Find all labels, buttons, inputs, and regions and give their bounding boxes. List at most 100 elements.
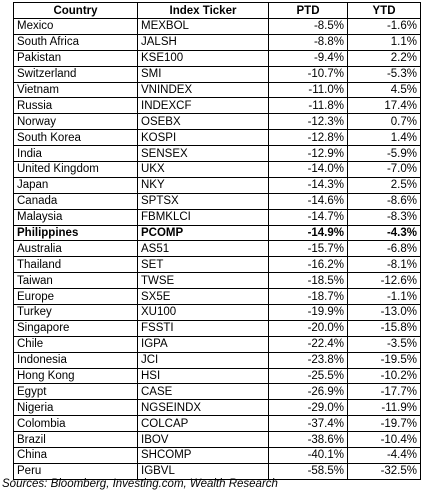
table-row: Malaysia FBMKLCI -14.7% -8.3% — [13, 208, 421, 226]
table-row: Switzerland SMI -10.7% -5.3% — [13, 65, 421, 83]
index-performance-table: Country Index Ticker PTD YTD Mexico MEXBO… — [13, 2, 421, 480]
cell-ptd: -12.9% — [268, 145, 348, 163]
cell-ticker: SHCOMP — [137, 447, 269, 464]
cell-country: Hong Kong — [13, 367, 138, 385]
cell-ytd: -5.9% — [347, 145, 421, 163]
table-row: Chile IGPA -22.4% -3.5% — [13, 335, 421, 353]
cell-ticker: NKY — [137, 176, 269, 194]
cell-ptd: -18.7% — [268, 288, 348, 306]
cell-ytd: 1.4% — [347, 129, 421, 147]
cell-ticker: SX5E — [137, 288, 269, 306]
table-row: China SHCOMP -40.1% -4.4% — [13, 447, 421, 464]
header-ticker: Index Ticker — [137, 2, 269, 19]
cell-country: Egypt — [13, 383, 138, 401]
table-row: Thailand SET -16.2% -8.1% — [13, 256, 421, 274]
cell-ticker: JALSH — [137, 33, 269, 51]
cell-country: India — [13, 145, 138, 163]
cell-ticker: INDEXCF — [137, 97, 269, 115]
cell-ptd: -11.0% — [268, 81, 348, 99]
cell-country: United Kingdom — [13, 161, 138, 178]
cell-ytd: -4.4% — [347, 447, 421, 464]
cell-ytd: -7.0% — [347, 161, 421, 178]
cell-ytd: -19.7% — [347, 415, 421, 433]
cell-ytd: -1.6% — [347, 18, 421, 35]
cell-ptd: -29.0% — [268, 399, 348, 417]
header-ptd: PTD — [268, 2, 348, 19]
cell-country: Singapore — [13, 319, 138, 337]
cell-ticker: IBOV — [137, 431, 269, 449]
cell-country: Vietnam — [13, 81, 138, 99]
cell-country: Mexico — [13, 18, 138, 35]
cell-ptd: -19.9% — [268, 304, 348, 321]
cell-ptd: -14.9% — [268, 224, 348, 242]
cell-country: Philippines — [13, 224, 138, 242]
cell-ticker: KOSPI — [137, 129, 269, 147]
cell-country: South Korea — [13, 129, 138, 147]
cell-country: Peru — [13, 462, 138, 480]
cell-country: Canada — [13, 192, 138, 210]
table-row: Turkey XU100 -19.9% -13.0% — [13, 304, 421, 321]
cell-ticker: OSEBX — [137, 113, 269, 131]
cell-ytd: -8.6% — [347, 192, 421, 210]
cell-ytd: -3.5% — [347, 335, 421, 353]
cell-ticker: TWSE — [137, 272, 269, 290]
table-row: Russia INDEXCF -11.8% 17.4% — [13, 97, 421, 115]
cell-ptd: -38.6% — [268, 431, 348, 449]
cell-country: Switzerland — [13, 65, 138, 83]
cell-ticker: KSE100 — [137, 49, 269, 67]
cell-ytd: 1.1% — [347, 33, 421, 51]
cell-ticker: COLCAP — [137, 415, 269, 433]
cell-country: Japan — [13, 176, 138, 194]
cell-country: Thailand — [13, 256, 138, 274]
cell-ptd: -8.8% — [268, 33, 348, 51]
cell-ptd: -9.4% — [268, 49, 348, 67]
cell-ytd: 2.5% — [347, 176, 421, 194]
cell-ptd: -20.0% — [268, 319, 348, 337]
cell-ticker: CASE — [137, 383, 269, 401]
cell-ytd: -5.3% — [347, 65, 421, 83]
cell-ticker: IGBVL — [137, 462, 269, 480]
cell-ytd: -17.7% — [347, 383, 421, 401]
table-row: Philippines PCOMP -14.9% -4.3% — [13, 224, 421, 242]
table-row: Europe SX5E -18.7% -1.1% — [13, 288, 421, 306]
table-row: Taiwan TWSE -18.5% -12.6% — [13, 272, 421, 290]
table-row: Singapore FSSTI -20.0% -15.8% — [13, 319, 421, 337]
cell-country: Colombia — [13, 415, 138, 433]
cell-country: Nigeria — [13, 399, 138, 417]
table-row: Egypt CASE -26.9% -17.7% — [13, 383, 421, 401]
cell-ytd: -12.6% — [347, 272, 421, 290]
cell-ytd: -8.3% — [347, 208, 421, 226]
cell-country: Pakistan — [13, 49, 138, 67]
cell-ticker: SMI — [137, 65, 269, 83]
cell-ptd: -22.4% — [268, 335, 348, 353]
cell-country: Europe — [13, 288, 138, 306]
cell-ptd: -26.9% — [268, 383, 348, 401]
header-country: Country — [13, 2, 138, 19]
cell-ticker: UKX — [137, 161, 269, 178]
table-row: Norway OSEBX -12.3% 0.7% — [13, 113, 421, 131]
cell-ytd: -19.5% — [347, 351, 421, 369]
header-ytd: YTD — [347, 2, 421, 19]
cell-ptd: -14.6% — [268, 192, 348, 210]
cell-ptd: -25.5% — [268, 367, 348, 385]
cell-country: Brazil — [13, 431, 138, 449]
cell-country: Australia — [13, 240, 138, 258]
cell-ticker: XU100 — [137, 304, 269, 321]
cell-ytd: -10.2% — [347, 367, 421, 385]
cell-ticker: HSI — [137, 367, 269, 385]
cell-ptd: -18.5% — [268, 272, 348, 290]
table-row: South Korea KOSPI -12.8% 1.4% — [13, 129, 421, 147]
cell-ptd: -12.8% — [268, 129, 348, 147]
table-row: Brazil IBOV -38.6% -10.4% — [13, 431, 421, 449]
table-row: South Africa JALSH -8.8% 1.1% — [13, 33, 421, 51]
cell-ticker: AS51 — [137, 240, 269, 258]
table-row: Pakistan KSE100 -9.4% 2.2% — [13, 49, 421, 67]
cell-ytd: 17.4% — [347, 97, 421, 115]
cell-ptd: -37.4% — [268, 415, 348, 433]
cell-ptd: -16.2% — [268, 256, 348, 274]
cell-ptd: -23.8% — [268, 351, 348, 369]
cell-ticker: FSSTI — [137, 319, 269, 337]
cell-ptd: -14.0% — [268, 161, 348, 178]
cell-ticker: JCI — [137, 351, 269, 369]
